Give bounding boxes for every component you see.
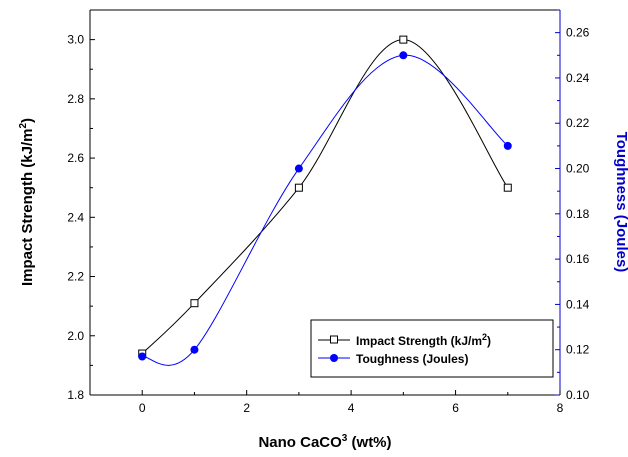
right-y-tick-label: 0.22 [566,116,590,130]
left-y-tick-label: 3.0 [67,33,84,47]
legend-marker-toughness [330,354,338,362]
legend-label-impact: Impact Strength (kJ/m2) [356,332,491,348]
toughness-point [190,345,199,354]
x-tick-label: 4 [348,401,355,415]
x-tick-label: 6 [452,401,459,415]
legend-marker-impact [330,335,338,344]
toughness-point [294,164,303,173]
right-y-tick-label: 0.10 [566,388,590,402]
impact-strength-point [503,183,512,192]
legend: Impact Strength (kJ/m2) Toughness (Joule… [310,319,554,378]
x-tick-label: 8 [557,401,564,415]
right-y-tick-label: 0.12 [566,343,590,357]
left-y-tick-label: 2.8 [67,92,84,106]
impact-strength-point [399,35,408,44]
right-y-tick-label: 0.20 [566,162,590,176]
series-layer [138,35,512,366]
x-axis-title: Nano CaCO3 (wt%) [258,433,391,451]
legend-label-toughness: Toughness (Joules) [356,352,468,366]
left-y-axis-ticks: 1.8 2.0 2.2 2.4 2.6 2.8 3.0 [67,33,95,402]
legend-box [310,319,554,378]
right-y-tick-label: 0.26 [566,26,590,40]
x-tick-label: 2 [243,401,250,415]
left-y-tick-label: 2.2 [67,270,84,284]
right-y-tick-label: 0.16 [566,252,590,266]
plot-frame [89,9,561,396]
toughness-point [503,141,512,150]
left-y-tick-label: 2.0 [67,329,84,343]
right-y-tick-label: 0.24 [566,71,590,85]
toughness-point [138,352,147,361]
right-y-axis-ticks: 0.10 0.12 0.14 0.16 0.18 0.20 0.22 0.24 0.26 [555,9,590,402]
left-y-tick-label: 2.6 [67,151,84,165]
left-y-tick-label: 2.4 [67,210,84,224]
impact-strength-point [294,183,303,192]
right-y-axis-title: Toughness (Joules) [613,132,628,273]
toughness-point [399,51,408,60]
toughness-line [142,54,509,366]
left-y-tick-label: 1.8 [67,388,84,402]
impact-strength-point [190,299,199,308]
right-y-tick-label: 0.14 [566,297,590,311]
left-y-axis-title: Impact Strength (kJ/m2) [18,118,36,286]
right-y-tick-label: 0.18 [566,207,590,221]
x-axis-ticks: 0 2 4 6 8 [89,390,564,415]
x-tick-label: 0 [139,401,146,415]
